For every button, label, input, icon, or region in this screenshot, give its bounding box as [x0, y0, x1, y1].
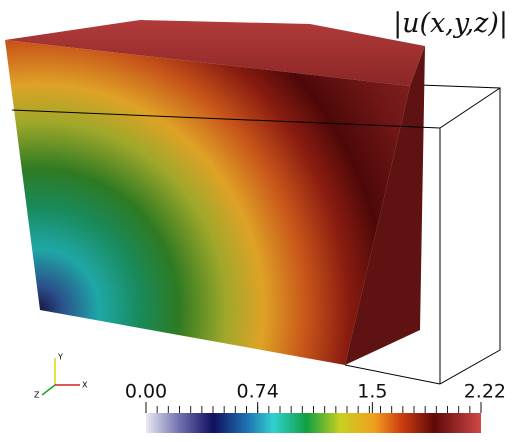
tick-label: 2.22 [464, 381, 506, 403]
axis-label: X [82, 381, 88, 390]
tick-label: 0.00 [125, 381, 167, 403]
tick-label: 1.5 [357, 381, 387, 403]
block-side [345, 46, 425, 365]
orientation-axes: Y X Z [34, 353, 88, 400]
tick-label: 0.74 [237, 381, 279, 403]
block-front [5, 40, 410, 365]
colorbar [146, 413, 481, 433]
outline-edge [11, 109, 441, 129]
title: |u(x,y,z)| [393, 8, 508, 39]
colorbar-ticks: 0.00 0.74 1.5 2.22 [125, 381, 506, 413]
axis-label: Y [57, 353, 63, 362]
block-top [5, 20, 425, 86]
outline-box [344, 84, 501, 385]
axis-label: Z [34, 391, 40, 400]
